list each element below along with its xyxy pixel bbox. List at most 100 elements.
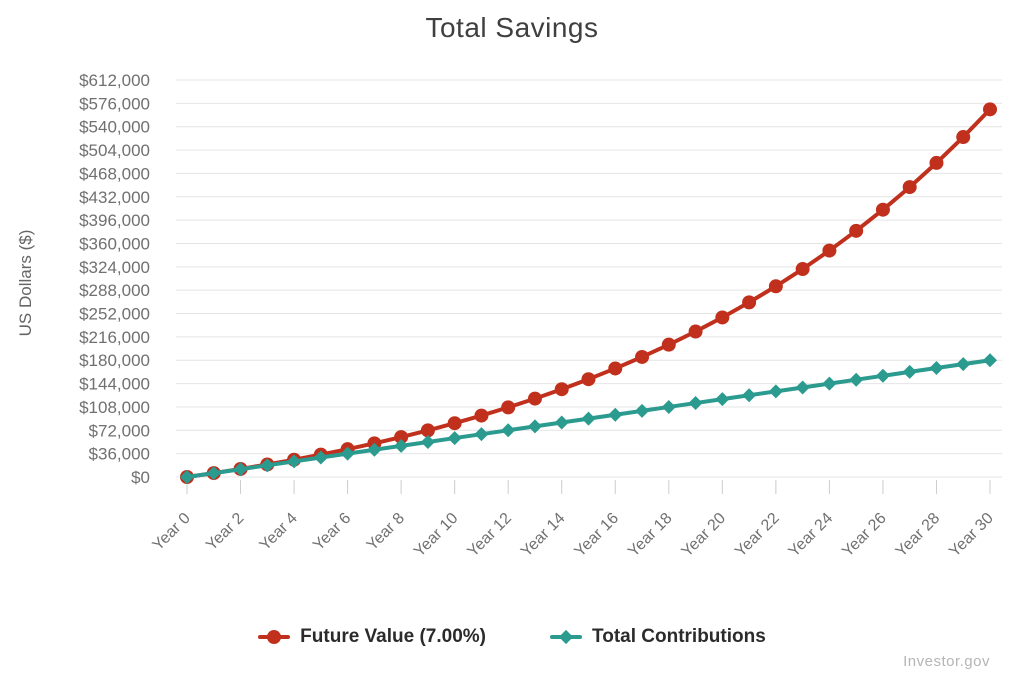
data-point-marker — [394, 430, 409, 445]
legend: Future Value (7.00%) Total Contributions — [0, 616, 1024, 658]
x-tick-label: Year 6 — [310, 510, 354, 554]
x-tick-label: Year 22 — [732, 510, 783, 561]
data-point-marker — [313, 450, 328, 465]
x-tick-label: Year 4 — [257, 510, 301, 554]
data-point-marker — [956, 130, 971, 145]
data-point-marker — [635, 349, 650, 364]
data-point-marker — [340, 446, 355, 461]
data-point-marker — [661, 337, 676, 352]
y-axis-title: US Dollars ($) — [16, 230, 35, 337]
data-point-marker — [581, 411, 596, 426]
diamond-marker-icon — [550, 629, 583, 645]
plot-area: $0 $36,000 $72,000 $108,000 $144,000 $180,000… — [79, 71, 1002, 560]
y-tick-label: $612,000 — [79, 71, 150, 90]
data-point-marker — [822, 243, 837, 258]
y-tick-label: $36,000 — [89, 445, 150, 464]
circle-marker-icon — [258, 629, 291, 645]
legend-item-future-value-7-00[interactable]: Future Value (7.00%) — [258, 626, 486, 648]
data-point-marker — [929, 361, 944, 376]
data-point-marker — [527, 419, 542, 434]
x-tick-label: Year 0 — [150, 510, 194, 554]
data-point-marker — [795, 262, 810, 277]
y-tick-label: $108,000 — [79, 398, 150, 417]
data-point-marker — [554, 415, 569, 430]
data-point-marker — [875, 368, 890, 383]
data-point-marker — [875, 202, 890, 217]
x-tick-label: Year 20 — [679, 510, 730, 561]
data-point-marker — [420, 423, 435, 438]
data-point-marker — [367, 442, 382, 457]
data-point-marker — [501, 400, 516, 415]
x-tick-label: Year 10 — [411, 510, 462, 561]
data-point-marker — [394, 438, 409, 453]
data-point-marker — [608, 361, 623, 376]
x-tick-label: Year 2 — [203, 510, 247, 554]
data-point-marker — [501, 423, 516, 438]
y-tick-label: $72,000 — [89, 421, 150, 440]
y-tick-label: $180,000 — [79, 351, 150, 370]
data-point-marker — [742, 295, 757, 310]
data-point-marker — [688, 396, 703, 411]
data-point-marker — [983, 102, 997, 117]
data-point-marker — [474, 427, 489, 442]
data-point-marker — [688, 324, 703, 339]
data-point-marker — [742, 388, 757, 403]
y-tick-label: $0 — [131, 468, 150, 487]
data-point-marker — [715, 310, 730, 325]
x-tick-label: Year 16 — [571, 510, 622, 561]
y-tick-label: $540,000 — [79, 118, 150, 137]
data-point-marker — [715, 392, 730, 407]
data-point-marker — [635, 403, 650, 418]
y-tick-label: $504,000 — [79, 141, 150, 160]
data-point-marker — [661, 399, 676, 414]
x-tick-label: Year 28 — [893, 510, 944, 561]
y-tick-label: $576,000 — [79, 94, 150, 113]
y-tick-label: $468,000 — [79, 164, 150, 183]
x-tick-label: Year 12 — [464, 510, 515, 561]
x-tick-label: Year 14 — [518, 510, 569, 561]
data-point-marker — [795, 380, 810, 395]
data-point-marker — [983, 353, 997, 368]
y-tick-label: $144,000 — [79, 375, 150, 394]
y-tick-label: $288,000 — [79, 281, 150, 300]
x-tick-label: Year 26 — [839, 510, 890, 561]
x-tick-label: Year 24 — [786, 510, 837, 561]
data-point-marker — [902, 364, 917, 379]
data-point-marker — [956, 357, 971, 372]
data-point-marker — [768, 384, 783, 399]
data-point-marker — [581, 372, 596, 387]
savings-line-chart: US Dollars ($) $0$36,000$72,000$108,000$… — [16, 71, 1002, 560]
data-point-marker — [180, 470, 194, 484]
x-tick-label: Year 30 — [946, 510, 997, 561]
data-point-marker — [554, 382, 569, 397]
chart-title: Total Savings — [425, 12, 599, 43]
data-point-marker — [287, 454, 302, 469]
data-point-marker — [420, 434, 435, 449]
legend-item-total-contributions[interactable]: Total Contributions — [550, 626, 766, 648]
y-tick-label: $360,000 — [79, 234, 150, 253]
data-point-marker — [929, 155, 944, 170]
data-point-marker — [233, 462, 248, 477]
x-tick-label: Year 8 — [364, 510, 408, 554]
data-point-marker — [447, 431, 462, 446]
y-tick-label: $396,000 — [79, 211, 150, 230]
y-tick-label: $432,000 — [79, 188, 150, 207]
x-tick-label: Year 18 — [625, 510, 676, 561]
data-point-marker — [447, 416, 462, 431]
data-point-marker — [206, 466, 221, 481]
y-tick-label: $252,000 — [79, 305, 150, 324]
data-point-marker — [849, 372, 864, 387]
data-point-marker — [608, 407, 623, 422]
data-point-marker — [822, 376, 837, 391]
data-point-marker — [527, 391, 542, 406]
legend-label: Total Contributions — [592, 626, 766, 647]
y-tick-label: $324,000 — [79, 258, 150, 277]
watermark: Investor.gov — [903, 653, 990, 670]
data-point-marker — [902, 180, 917, 195]
data-point-marker — [474, 408, 489, 423]
y-tick-label: $216,000 — [79, 328, 150, 347]
data-point-marker — [849, 223, 864, 238]
legend-label: Future Value (7.00%) — [300, 626, 487, 647]
data-point-marker — [768, 279, 783, 294]
